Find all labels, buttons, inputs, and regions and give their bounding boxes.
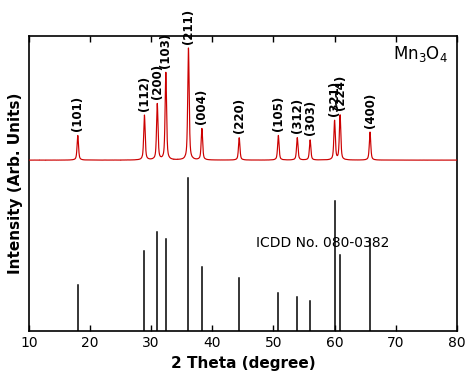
Text: (400): (400) bbox=[364, 92, 376, 128]
Text: (112): (112) bbox=[138, 75, 151, 111]
Text: ICDD No. 080-0382: ICDD No. 080-0382 bbox=[255, 236, 389, 250]
Text: (004): (004) bbox=[195, 89, 209, 124]
Text: (211): (211) bbox=[182, 8, 195, 44]
Text: (200): (200) bbox=[151, 64, 164, 99]
Text: (103): (103) bbox=[159, 33, 173, 68]
Text: (321): (321) bbox=[328, 81, 341, 116]
Text: (303): (303) bbox=[304, 100, 317, 135]
Text: (105): (105) bbox=[272, 96, 285, 131]
Text: (312): (312) bbox=[291, 98, 304, 133]
Text: (101): (101) bbox=[71, 96, 84, 131]
Text: (224): (224) bbox=[334, 75, 346, 110]
Text: Mn$_3$O$_4$: Mn$_3$O$_4$ bbox=[393, 44, 447, 64]
Text: (220): (220) bbox=[233, 98, 246, 133]
X-axis label: 2 Theta (degree): 2 Theta (degree) bbox=[171, 356, 315, 371]
Y-axis label: Intensity (Arb. Units): Intensity (Arb. Units) bbox=[9, 93, 23, 274]
